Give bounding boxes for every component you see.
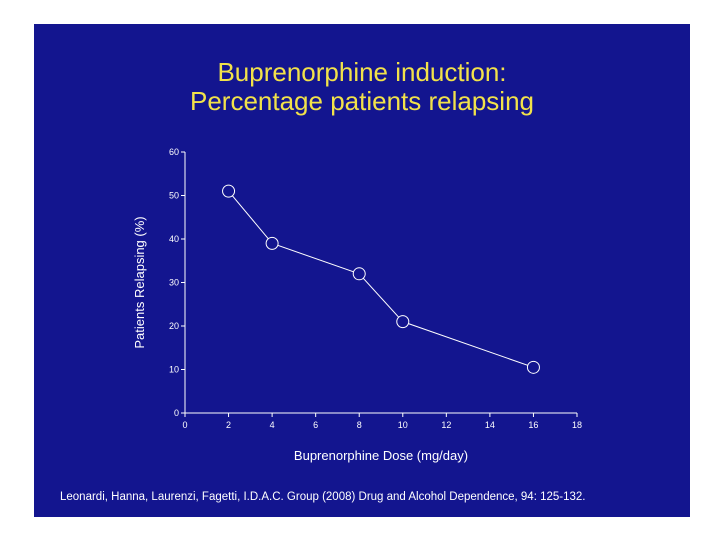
- x-tick-label: 8: [357, 420, 362, 430]
- y-tick-label: 10: [169, 365, 179, 375]
- x-tick-label: 14: [485, 420, 495, 430]
- x-tick-label: 18: [572, 420, 582, 430]
- x-tick-label: 2: [226, 420, 231, 430]
- y-axis-label: Patients Relapsing (%): [132, 216, 147, 348]
- y-tick-label: 50: [169, 191, 179, 201]
- x-tick-label: 12: [441, 420, 451, 430]
- title-line-2: Percentage patients relapsing: [189, 86, 534, 116]
- data-point: [352, 267, 366, 281]
- y-tick-label: 30: [169, 278, 179, 288]
- x-tick-label: 4: [270, 420, 275, 430]
- y-tick-label: 20: [169, 321, 179, 331]
- y-tick-label: 60: [169, 147, 179, 157]
- x-tick-label: 6: [313, 420, 318, 430]
- citation: Leonardi, Hanna, Laurenzi, Fagetti, I.D.…: [60, 491, 586, 503]
- data-point: [526, 360, 540, 374]
- x-tick-label: 16: [528, 420, 538, 430]
- x-tick-label: 0: [182, 420, 187, 430]
- title-line-1: Buprenorphine induction:: [217, 57, 507, 87]
- x-tick-label: 10: [398, 420, 408, 430]
- slide-title: Buprenorphine induction: Percentage pati…: [34, 58, 690, 116]
- series-line: [228, 190, 534, 368]
- data-point: [396, 315, 410, 329]
- data-point: [222, 184, 236, 198]
- y-tick-label: 0: [174, 408, 179, 418]
- x-axis-label: Buprenorphine Dose (mg/day): [294, 448, 468, 463]
- data-point: [265, 236, 279, 250]
- y-tick-label: 40: [169, 234, 179, 244]
